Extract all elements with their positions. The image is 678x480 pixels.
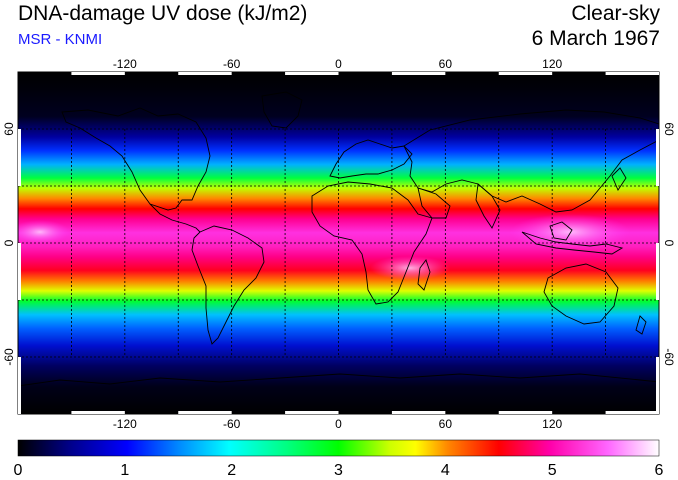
colorbar-tick-label: 5 [548, 462, 557, 479]
antarctica-coast [18, 373, 659, 387]
maritime-continent-maximum [510, 214, 630, 250]
europe-coast [329, 139, 413, 179]
frame-tick-right [656, 357, 659, 414]
map-title: DNA-damage UV dose (kJ/m2) [18, 2, 308, 25]
arabia-coast [417, 187, 451, 219]
frame-tick-bottom [391, 411, 446, 414]
graticule [18, 128, 659, 358]
frame-tick-bottom [71, 411, 125, 414]
colorbar-tick-label: 3 [334, 462, 343, 479]
colorbar-tick-label: 1 [120, 462, 129, 479]
coastlines [18, 91, 659, 387]
lon-label-top: 60 [439, 57, 453, 71]
colorbar-tick-label: 4 [441, 462, 450, 479]
colorbar-tick-label: 0 [14, 462, 23, 479]
frame-tick-right [656, 243, 659, 300]
pacific-maximum [18, 220, 70, 244]
source-label: MSR - KNMI [18, 31, 103, 48]
frame-tick-bottom [498, 411, 553, 414]
lon-label-bottom: -120 [113, 417, 137, 431]
borneo-coast [549, 221, 573, 241]
lon-label-top: -60 [223, 57, 241, 71]
frame-tick-right [656, 129, 659, 186]
frame-ticks [18, 72, 659, 414]
frame-tick-bottom [605, 411, 659, 414]
colorbar-labels: 0 1 2 3 4 5 6 [14, 462, 664, 479]
date-label: 6 March 1967 [531, 27, 660, 50]
lat-label-right: -60 [662, 348, 676, 366]
colorbar-tick-label: 6 [655, 462, 664, 479]
japan-coast [611, 167, 627, 191]
uv-field [18, 72, 659, 414]
lon-label-bottom: 60 [439, 417, 453, 431]
indonesia-coast [521, 231, 624, 255]
india-coast [475, 183, 501, 229]
north-america-coast [61, 107, 211, 211]
frame-tick-bottom [285, 411, 339, 414]
colorbar-tick-label: 2 [227, 462, 236, 479]
lat-label-left: -60 [2, 348, 16, 366]
axis-labels: -120 -120 -60 -60 0 0 60 60 120 120 60 60 0 0 -60 -60 [2, 57, 676, 431]
central-america-coast [149, 203, 201, 233]
sky-condition-label: Clear-sky [571, 2, 660, 25]
frame-tick-top [178, 72, 232, 75]
greenland-coast [261, 91, 303, 129]
frame-tick-top [285, 72, 339, 75]
frame-tick-left [18, 357, 21, 414]
lat-label-left: 60 [2, 122, 16, 136]
frame-tick-left [18, 243, 21, 300]
lat-label-left: 0 [2, 239, 16, 246]
new-zealand-coast [635, 315, 647, 335]
frame-tick-top [498, 72, 553, 75]
madagascar-coast [417, 259, 431, 291]
southern-africa-maximum [370, 256, 450, 280]
frame-tick-bottom [178, 411, 232, 414]
lon-label-bottom: 120 [542, 417, 562, 431]
lon-label-bottom: 0 [335, 417, 342, 431]
australia-coast [543, 263, 619, 325]
lon-label-top: -120 [113, 57, 137, 71]
lat-label-right: 0 [662, 240, 676, 247]
lon-label-top: 120 [542, 57, 562, 71]
lon-label-top: 0 [335, 57, 342, 71]
frame-tick-top [605, 72, 659, 75]
frame-tick-top [71, 72, 125, 75]
frame-tick-left [18, 129, 21, 186]
asia-coast [403, 109, 659, 213]
africa-coast [311, 181, 433, 305]
lon-label-bottom: -60 [223, 417, 241, 431]
south-america-coast [191, 225, 265, 345]
frame-tick-top [391, 72, 446, 75]
colorbar [17, 439, 660, 457]
lat-label-right: 60 [662, 122, 676, 136]
